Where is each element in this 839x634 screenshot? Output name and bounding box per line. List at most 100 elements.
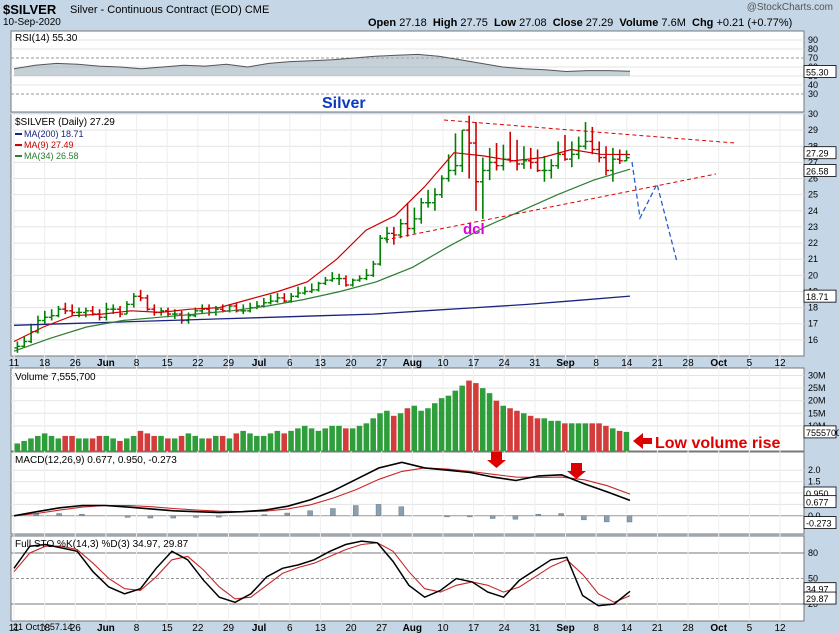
volume-bar <box>28 438 34 451</box>
rsi-area <box>14 54 630 76</box>
volume-bar <box>82 438 89 451</box>
price-axis-label: 17 <box>808 319 818 329</box>
price-axis-label: 29 <box>808 125 818 135</box>
volume-bar <box>96 435 103 451</box>
volume-bar <box>117 440 123 451</box>
price-axis-label: 24 <box>808 206 818 216</box>
volume-bar <box>343 428 349 451</box>
chart-date: 10-Sep-2020 <box>3 17 61 28</box>
volume-bar <box>206 438 212 451</box>
price-tag-ma34-box <box>803 164 837 177</box>
volume-bar <box>260 435 267 451</box>
x-axis-label: 31 <box>529 358 541 369</box>
watermark: @StockCharts.com <box>746 2 833 13</box>
volume-axis-label: 30M <box>808 371 826 381</box>
macd-histogram-bar <box>603 515 610 523</box>
silver-annotation: Silver <box>322 95 366 112</box>
volume-bar <box>473 383 479 451</box>
rsi-value-tag: 55.30 <box>806 68 829 78</box>
x-axis-label: 28 <box>683 358 695 369</box>
volume-axis-label: 25M <box>808 383 826 393</box>
x-axis-label: 17 <box>468 358 480 369</box>
x-axis-label-bottom: 14 <box>621 623 633 634</box>
volume-bar <box>363 423 370 451</box>
x-axis-label-bottom: 22 <box>192 623 204 634</box>
macd-histogram-bar <box>444 515 450 518</box>
low-volume-arrow-icon <box>633 433 652 449</box>
volume-bar <box>226 438 233 451</box>
volume-bar <box>609 428 616 451</box>
volume-bar <box>103 435 110 451</box>
volume-bar <box>151 435 157 451</box>
volume-bar <box>507 408 513 451</box>
volume-bar <box>308 428 315 451</box>
rsi-line <box>13 53 631 73</box>
x-axis-label-bottom: 18 <box>39 623 51 634</box>
macd-arrow-2-icon <box>567 463 586 479</box>
macd-value-tag: 0.677 <box>806 498 829 508</box>
volume-bar <box>281 433 287 451</box>
volume-bar <box>301 425 308 451</box>
volume-bar <box>110 438 116 451</box>
volume-bar <box>185 433 192 451</box>
x-axis-label: 8 <box>593 358 599 369</box>
macd-histogram-bar <box>467 515 473 518</box>
volume-bar <box>199 438 205 451</box>
chart-symbol: $SILVER <box>3 2 57 17</box>
volume-bar <box>178 435 185 451</box>
price-axis-label: 27 <box>808 157 818 167</box>
rsi-axis-label: 90 <box>808 35 818 45</box>
x-axis-label: 18 <box>39 358 51 369</box>
price-tag-ma34: 26.58 <box>806 166 829 176</box>
volume-bar <box>568 423 575 451</box>
x-axis-label: Oct <box>710 358 727 369</box>
macd-arrow-1-icon <box>487 452 506 468</box>
x-axis-label: 10 <box>437 358 449 369</box>
volume-bar <box>562 423 568 451</box>
volume-bar <box>582 423 589 451</box>
macd-histogram-bar <box>330 508 336 516</box>
rsi-axis-label: 30 <box>808 89 818 99</box>
rsi-label: RSI(14) 55.30 <box>15 33 78 44</box>
x-axis-label-bottom: 6 <box>287 623 293 634</box>
price-axis-label: 16 <box>808 335 818 345</box>
x-axis-label-bottom: 8 <box>134 623 140 634</box>
volume-bar <box>62 435 68 451</box>
x-axis-label: Sep <box>556 358 574 369</box>
macd-histogram-bar <box>79 513 85 516</box>
macd-histogram-bar <box>193 515 199 518</box>
rsi-axis-label: 40 <box>808 80 818 90</box>
x-axis-label: Aug <box>403 358 422 369</box>
volume-bar <box>596 423 602 451</box>
price-axis-label: 18 <box>808 303 818 313</box>
volume-bar <box>418 410 424 451</box>
macd-label: MACD(12,26,9) 0.677, 0.950, -0.273 <box>15 455 177 466</box>
volume-bar <box>555 420 561 451</box>
x-axis-label-bottom: 27 <box>376 623 388 634</box>
stochastic-d-tag-box <box>803 591 837 605</box>
projection-path <box>631 161 678 263</box>
x-axis-label: 13 <box>315 358 327 369</box>
macd-axis-label: 1.5 <box>808 477 821 487</box>
volume-bar <box>137 430 144 451</box>
volume-bar <box>534 418 541 451</box>
x-axis-label-bottom: Jul <box>252 623 267 634</box>
rsi-axis-label: 80 <box>808 44 818 54</box>
volume-bar <box>514 410 520 451</box>
volume-bar <box>336 425 342 451</box>
x-axis-label-bottom: 26 <box>70 623 82 634</box>
volume-bar <box>623 431 630 451</box>
macd-hist-tag: -0.273 <box>806 519 832 529</box>
dcl-annotation: dcl <box>463 221 485 238</box>
volume-bar <box>500 405 506 451</box>
macd-value-tag-box <box>803 495 837 509</box>
volume-bar <box>254 435 260 451</box>
volume-bar <box>295 428 301 451</box>
volume-bar <box>219 435 226 451</box>
volume-bar <box>124 438 130 451</box>
volume-bar <box>425 408 431 451</box>
volume-bar <box>603 425 609 451</box>
macd-histogram-bar <box>147 515 154 519</box>
x-axis-label: 24 <box>499 358 511 369</box>
